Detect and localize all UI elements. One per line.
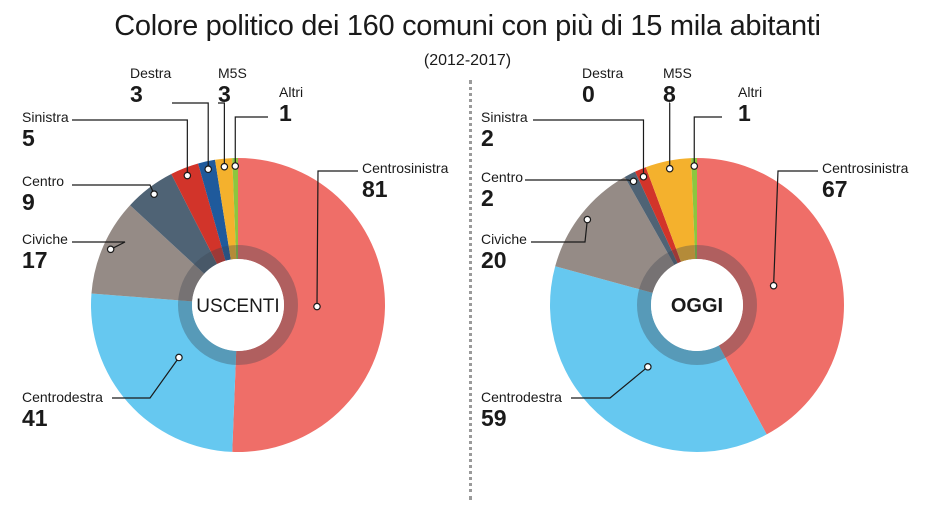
leader-dot-sinistra — [639, 172, 648, 181]
slice-destra — [198, 159, 231, 261]
label-name-sinistra: Sinistra — [481, 109, 528, 125]
data-label-civiche: 20 — [481, 247, 507, 273]
label-name-centro: Centro — [481, 169, 523, 185]
data-label-centro: 2 — [481, 185, 494, 211]
center-label: OGGI — [671, 295, 723, 317]
data-label-centro: 9 — [22, 189, 35, 215]
leader-dot-centrosinistra — [313, 302, 321, 311]
chart-title: Colore politico dei 160 comuni con più d… — [114, 10, 821, 42]
leader-line-centrodestra — [571, 366, 649, 399]
leader-line-centrodestra — [112, 357, 180, 399]
data-label-civiche: 17 — [22, 247, 48, 273]
data-label-centrosinistra: 81 — [362, 176, 388, 202]
leader-dot-centro — [629, 177, 638, 186]
leader-line-sinistra — [72, 119, 188, 176]
slice-centrodestra — [549, 266, 767, 453]
label-name-centrosinistra: Centrosinistra — [362, 160, 449, 176]
leader-dot-centrodestra — [175, 353, 183, 362]
label-name-m5s: M5S — [218, 65, 247, 81]
leader-dot-altri — [690, 162, 699, 170]
data-label-centrosinistra: 67 — [822, 176, 848, 202]
data-label-destra: 0 — [582, 81, 595, 107]
data-label-centrodestra: 59 — [481, 405, 507, 431]
label-name-centro: Centro — [22, 173, 64, 189]
slice-centrosinistra — [697, 158, 845, 435]
data-label-m5s: 3 — [218, 81, 231, 107]
center-hole — [651, 259, 743, 351]
data-label-centrodestra: 41 — [22, 405, 48, 431]
leader-dot-centro — [150, 190, 158, 198]
label-name-civiche: Civiche — [22, 231, 68, 247]
slice-centrosinistra — [232, 158, 386, 453]
leader-line-altri — [234, 116, 268, 167]
label-name-destra: Destra — [130, 65, 171, 81]
label-name-altri: Altri — [738, 84, 762, 100]
slice-centrodestra — [91, 293, 237, 452]
leader-dot-civiche — [583, 215, 592, 224]
leader-dot-centrosinistra — [769, 281, 778, 290]
label-name-altri: Altri — [279, 84, 303, 100]
leader-line-altri — [693, 116, 722, 167]
slice-m5s — [215, 158, 237, 260]
center-hole — [192, 259, 284, 351]
chart-subtitle: (2012-2017) — [423, 52, 512, 69]
data-label-sinistra: 5 — [22, 125, 35, 151]
leader-line-civiche — [531, 219, 588, 243]
slice-m5s — [645, 158, 696, 262]
slice-civiche — [555, 176, 675, 293]
leader-line-centro — [525, 179, 634, 182]
label-name-destra: Destra — [582, 65, 623, 81]
leader-dot-destra — [204, 165, 213, 174]
leader-line-centro — [72, 184, 155, 195]
leader-line-centrosinistra — [773, 170, 818, 286]
label-name-centrosinistra: Centrosinistra — [822, 160, 909, 176]
data-label-altri: 1 — [738, 100, 751, 126]
leader-line-centrosinistra — [316, 170, 358, 307]
leader-dot-civiche — [106, 245, 115, 254]
slice-sinistra — [171, 163, 226, 265]
label-name-sinistra: Sinistra — [22, 109, 69, 125]
leader-line-sinistra — [533, 119, 645, 177]
center-ring — [637, 245, 757, 365]
leader-dot-centrodestra — [644, 363, 652, 371]
label-name-m5s: M5S — [663, 65, 692, 81]
data-label-destra: 3 — [130, 81, 143, 107]
slice-civiche — [91, 205, 205, 302]
slice-centro — [624, 171, 678, 265]
label-name-centrodestra: Centrodestra — [22, 389, 103, 405]
label-name-centrodestra: Centrodestra — [481, 389, 562, 405]
label-name-civiche: Civiche — [481, 231, 527, 247]
slice-centro — [130, 174, 218, 274]
data-label-sinistra: 2 — [481, 125, 494, 151]
slice-sinistra — [635, 167, 681, 264]
leader-dot-m5s — [665, 164, 674, 173]
center-label: USCENTI — [196, 296, 279, 317]
data-label-altri: 1 — [279, 100, 292, 126]
data-label-m5s: 8 — [663, 81, 676, 107]
leader-line-civiche — [72, 241, 126, 250]
leader-dot-m5s — [220, 162, 229, 171]
leader-line-m5s — [218, 102, 225, 167]
center-ring — [178, 245, 298, 365]
chart-divider — [469, 80, 472, 500]
slice-altri — [691, 158, 697, 260]
leader-dot-altri — [231, 162, 240, 170]
leader-dot-sinistra — [183, 171, 192, 180]
slice-altri — [232, 158, 238, 260]
leader-line-destra — [172, 102, 209, 170]
